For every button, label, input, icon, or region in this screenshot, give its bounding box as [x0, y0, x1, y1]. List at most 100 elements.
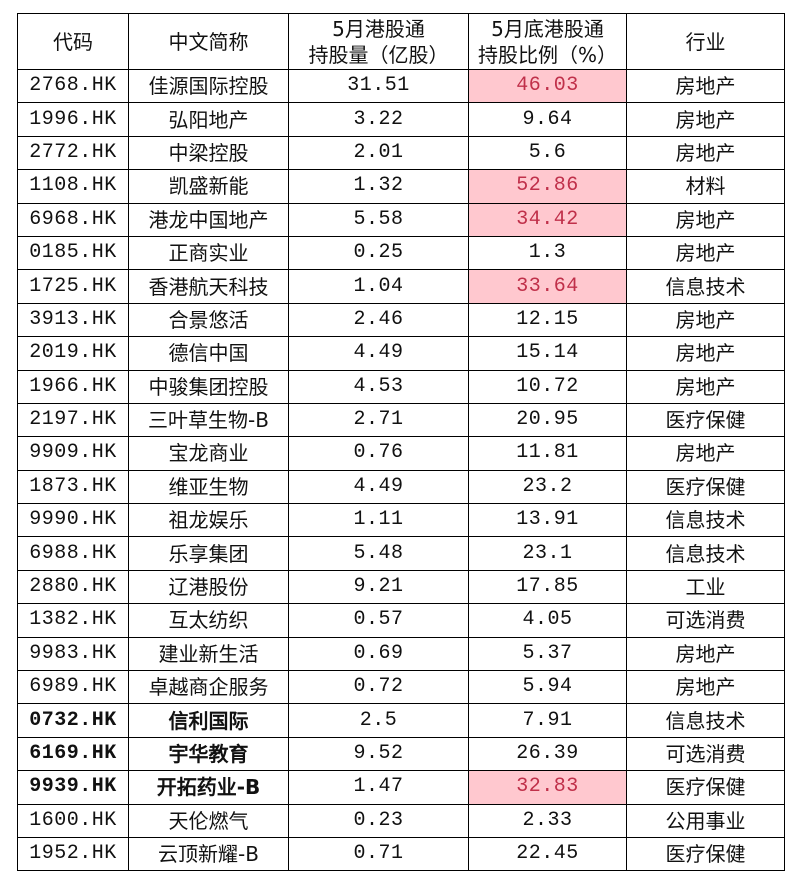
ratio-cell: 1.3: [468, 235, 627, 271]
ratio-cell: 23.2: [468, 469, 627, 505]
name-cell: 合景悠活: [128, 302, 289, 338]
ratio-cell: 5.37: [468, 636, 627, 672]
table-row: 9990.HK 祖龙娱乐 1.11 13.91 信息技术: [17, 503, 785, 538]
name-cell: 信利国际: [128, 703, 289, 738]
holding-cell: 1.32: [288, 169, 469, 204]
code-cell: 1725.HK: [17, 269, 129, 304]
table-row: 0732.HK 信利国际 2.5 7.91 信息技术: [17, 703, 785, 738]
name-cell: 辽港股份: [128, 569, 289, 605]
header-industry: 行业: [626, 13, 785, 70]
table-body: 2768.HK 佳源国际控股 31.51 46.03 房地产 1996.HK 弘阳地产 3.2…: [17, 68, 785, 872]
name-cell: 中骏集团控股: [128, 369, 289, 404]
table-row: 2197.HK 三叶草生物-B 2.71 20.95 医疗保健: [17, 402, 785, 438]
name-cell: 弘阳地产: [128, 102, 289, 137]
industry-cell: 房地产: [626, 235, 785, 271]
holding-cell: 2.01: [288, 135, 469, 171]
industry-cell: 房地产: [626, 336, 785, 371]
table-row: 1952.HK 云顶新耀-B 0.71 22.45 医疗保健: [17, 836, 785, 872]
name-cell: 天伦燃气: [128, 803, 289, 838]
header-ratio: 5月底港股通 持股比例（%）: [468, 13, 627, 70]
industry-cell: 房地产: [626, 636, 785, 672]
header-code: 代码: [17, 13, 129, 70]
holding-cell: 1.04: [288, 269, 469, 304]
code-cell: 6169.HK: [17, 736, 129, 772]
industry-cell: 房地产: [626, 369, 785, 404]
code-cell: 6968.HK: [17, 202, 129, 237]
holding-cell: 2.5: [288, 703, 469, 738]
code-cell: 6988.HK: [17, 536, 129, 571]
ratio-cell: 15.14: [468, 336, 627, 371]
industry-cell: 信息技术: [626, 703, 785, 738]
holding-cell: 0.72: [288, 670, 469, 705]
code-cell: 2019.HK: [17, 336, 129, 371]
ratio-cell: 20.95: [468, 402, 627, 438]
table-row: 1996.HK 弘阳地产 3.22 9.64 房地产: [17, 102, 785, 137]
holding-cell: 0.71: [288, 836, 469, 872]
ratio-cell: 13.91: [468, 503, 627, 538]
table-row: 9909.HK 宝龙商业 0.76 11.81 房地产: [17, 436, 785, 471]
name-cell: 宇华教育: [128, 736, 289, 772]
code-cell: 9939.HK: [17, 770, 129, 805]
industry-cell: 房地产: [626, 202, 785, 237]
ratio-cell: 22.45: [468, 836, 627, 872]
name-cell: 正商实业: [128, 235, 289, 271]
industry-cell: 房地产: [626, 436, 785, 471]
table-row: 9939.HK 开拓药业-B 1.47 32.83 医疗保健: [17, 770, 785, 805]
name-cell: 祖龙娱乐: [128, 503, 289, 538]
industry-cell: 房地产: [626, 302, 785, 338]
ratio-cell: 9.64: [468, 102, 627, 137]
ratio-cell: 33.64: [468, 269, 627, 304]
ratio-cell: 52.86: [468, 169, 627, 204]
ratio-cell: 12.15: [468, 302, 627, 338]
code-cell: 9990.HK: [17, 503, 129, 538]
table-row: 2772.HK 中梁控股 2.01 5.6 房地产: [17, 135, 785, 171]
ratio-cell: 23.1: [468, 536, 627, 571]
ratio-cell: 46.03: [468, 68, 627, 104]
holding-cell: 2.71: [288, 402, 469, 438]
holding-cell: 5.58: [288, 202, 469, 237]
header-holding: 5月港股通 持股量（亿股）: [288, 13, 469, 70]
table-row: 2019.HK 德信中国 4.49 15.14 房地产: [17, 336, 785, 371]
holding-cell: 9.52: [288, 736, 469, 772]
name-cell: 开拓药业-B: [128, 770, 289, 805]
holding-cell: 2.46: [288, 302, 469, 338]
table-row: 1725.HK 香港航天科技 1.04 33.64 信息技术: [17, 269, 785, 304]
ratio-cell: 11.81: [468, 436, 627, 471]
industry-cell: 信息技术: [626, 269, 785, 304]
name-cell: 香港航天科技: [128, 269, 289, 304]
holding-cell: 4.49: [288, 469, 469, 505]
name-cell: 中梁控股: [128, 135, 289, 171]
name-cell: 卓越商企服务: [128, 670, 289, 705]
holding-cell: 1.47: [288, 770, 469, 805]
industry-cell: 房地产: [626, 68, 785, 104]
code-cell: 1952.HK: [17, 836, 129, 872]
code-cell: 9983.HK: [17, 636, 129, 672]
table-row: 1108.HK 凯盛新能 1.32 52.86 材料: [17, 169, 785, 204]
holding-cell: 5.48: [288, 536, 469, 571]
name-cell: 建业新生活: [128, 636, 289, 672]
industry-cell: 工业: [626, 569, 785, 605]
holding-cell: 0.69: [288, 636, 469, 672]
ratio-cell: 7.91: [468, 703, 627, 738]
ratio-cell: 34.42: [468, 202, 627, 237]
table-row: 6988.HK 乐享集团 5.48 23.1 信息技术: [17, 536, 785, 571]
name-cell: 德信中国: [128, 336, 289, 371]
industry-cell: 房地产: [626, 102, 785, 137]
industry-cell: 可选消费: [626, 603, 785, 638]
code-cell: 6989.HK: [17, 670, 129, 705]
industry-cell: 医疗保健: [626, 770, 785, 805]
name-cell: 凯盛新能: [128, 169, 289, 204]
header-row: 代码 中文简称 5月港股通 持股量（亿股） 5月底港股通 持股比例（%） 行业: [17, 13, 785, 70]
code-cell: 1108.HK: [17, 169, 129, 204]
ratio-cell: 5.94: [468, 670, 627, 705]
code-cell: 1996.HK: [17, 102, 129, 137]
code-cell: 0185.HK: [17, 235, 129, 271]
industry-cell: 信息技术: [626, 503, 785, 538]
holding-cell: 0.76: [288, 436, 469, 471]
industry-cell: 信息技术: [626, 536, 785, 571]
header-name: 中文简称: [128, 13, 289, 70]
industry-cell: 房地产: [626, 670, 785, 705]
industry-cell: 材料: [626, 169, 785, 204]
code-cell: 2772.HK: [17, 135, 129, 171]
